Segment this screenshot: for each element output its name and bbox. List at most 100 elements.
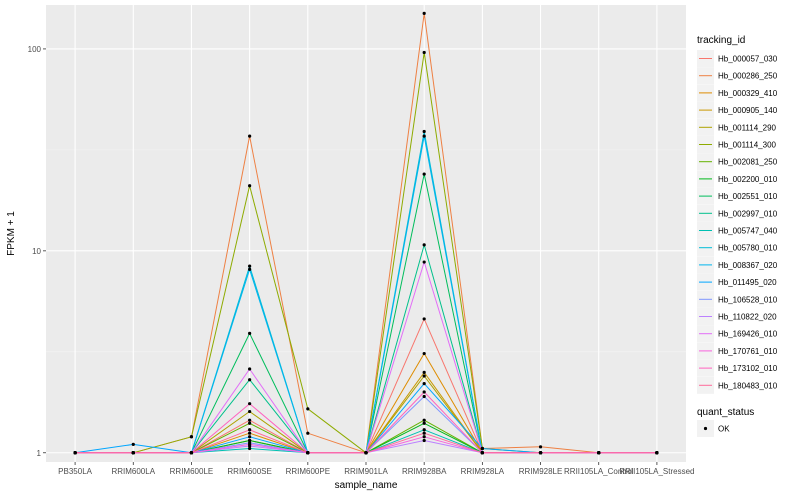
data-point [248, 402, 252, 406]
y-tick-label: 1 [37, 449, 42, 458]
legend-label: Hb_001114_290 [718, 123, 777, 132]
data-point [248, 264, 252, 268]
legend-label: Hb_011495_020 [718, 278, 777, 287]
data-point [422, 243, 426, 247]
data-point [422, 418, 426, 422]
data-point [248, 435, 252, 439]
x-tick-label: RRIM600PE [286, 467, 330, 476]
data-point [422, 390, 426, 394]
y-axis-title: FPKM + 1 [6, 211, 17, 256]
data-point [422, 382, 426, 386]
y-tick-label: 10 [32, 247, 41, 256]
data-point [480, 446, 484, 451]
legend-label: Hb_002997_010 [718, 209, 778, 218]
data-point [422, 260, 426, 264]
legend-label: Hb_106528_010 [718, 295, 778, 304]
x-tick-label: RRIM928LE [519, 467, 563, 476]
x-tick-label: RRIM901LA [344, 467, 388, 476]
y-axis: 1 10 100 [28, 45, 46, 458]
data-point [597, 451, 601, 455]
data-point [248, 409, 252, 414]
data-point [248, 331, 252, 336]
data-point [422, 351, 426, 356]
data-point [422, 435, 426, 439]
legend-label: Hb_005747_040 [718, 227, 778, 236]
data-point [248, 438, 252, 443]
data-point [422, 134, 426, 138]
data-point [422, 421, 426, 425]
legend-label: Hb_169426_010 [718, 330, 778, 339]
legend-label: Hb_002200_010 [718, 175, 778, 184]
x-axis-title: sample_name [335, 480, 398, 491]
data-point [248, 184, 252, 188]
shape-legend-label: OK [718, 425, 730, 434]
data-point [422, 438, 426, 443]
data-point [73, 451, 77, 455]
data-point [422, 374, 426, 378]
data-point [422, 428, 426, 432]
data-point [364, 451, 368, 455]
legend-label: Hb_170761_010 [718, 347, 778, 356]
x-tick-label: PB350LA [58, 467, 92, 476]
x-tick-label: RRIM928LA [461, 467, 505, 476]
legend-label: Hb_002551_010 [718, 192, 778, 201]
color-legend: tracking_id Hb_000057_030 Hb_000286_250 Hb… [697, 35, 778, 394]
legend-label: Hb_110822_020 [718, 313, 777, 322]
legend-label: Hb_173102_010 [718, 364, 778, 373]
data-point [248, 367, 252, 371]
data-point [422, 11, 426, 15]
x-tick-label: RRIM600LE [170, 467, 214, 476]
x-axis: PB350LA RRIM600LA RRIM600LE RRIM600SE RRIM60… [58, 462, 694, 476]
data-points [73, 11, 659, 455]
shape-legend-point [703, 426, 708, 431]
legend-label: Hb_000286_250 [718, 72, 778, 81]
data-point [422, 394, 426, 399]
shape-legend-title: quant_status [697, 407, 754, 418]
data-point [189, 435, 194, 439]
data-point [538, 445, 543, 449]
legend-label: Hb_001114_300 [718, 141, 777, 150]
x-tick-label: RRIM928BA [402, 467, 447, 476]
data-point [248, 134, 252, 138]
data-point [480, 451, 484, 455]
data-point [306, 431, 310, 435]
data-point [248, 428, 252, 432]
legend-title: tracking_id [697, 35, 745, 46]
x-tick-label: RRIM600SE [227, 467, 271, 476]
data-point [422, 317, 426, 321]
data-point [131, 442, 135, 447]
data-point [306, 407, 310, 411]
data-point [248, 431, 252, 435]
x-tick-label: RRII105LA_Stressed [619, 467, 694, 476]
y-tick-label: 100 [28, 45, 42, 54]
grid-lines [46, 5, 686, 462]
legend-label: Hb_000905_140 [718, 106, 778, 115]
data-point [538, 451, 543, 455]
x-tick-label: RRII105LA_Control [564, 467, 634, 476]
data-point [248, 442, 252, 447]
data-point [189, 451, 194, 455]
data-point [306, 451, 310, 455]
data-point [248, 418, 252, 422]
data-point [422, 172, 426, 176]
data-point [422, 129, 426, 134]
data-point [422, 431, 426, 435]
x-tick-label: RRIM600LA [111, 467, 155, 476]
legend-label: Hb_008367_020 [718, 261, 778, 270]
data-point [248, 446, 252, 451]
data-point [248, 378, 252, 382]
data-point [248, 267, 252, 271]
data-point [655, 451, 659, 455]
data-point [248, 421, 252, 425]
legend-label: Hb_000329_410 [718, 89, 778, 98]
legend-label: Hb_000057_030 [718, 55, 778, 64]
data-point [422, 370, 426, 375]
legend-label: Hb_002081_250 [718, 158, 778, 167]
shape-legend: quant_status OK [697, 407, 754, 437]
legend-label: Hb_180483_010 [718, 381, 778, 390]
data-point [131, 451, 135, 455]
legend-label: Hb_005780_010 [718, 244, 778, 253]
data-point [422, 50, 426, 55]
